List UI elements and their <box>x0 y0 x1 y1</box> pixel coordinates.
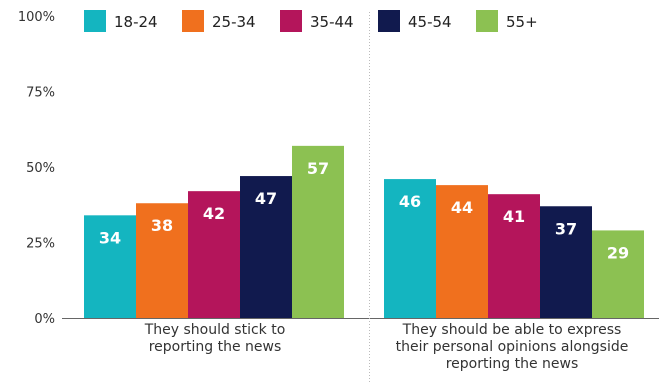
bar-value-label: 29 <box>607 243 629 262</box>
bar-value-label: 44 <box>451 198 473 217</box>
x-category-label-line: reporting the news <box>149 339 282 355</box>
x-category-label: They should be able to express their pers… <box>396 322 629 372</box>
legend-label: 55+ <box>506 13 538 31</box>
bar <box>540 206 592 318</box>
x-category-label-line: reporting the news <box>446 356 579 372</box>
y-axis: 0% 25% 50% 75% 100% <box>18 10 55 327</box>
legend-label: 45-54 <box>408 13 452 31</box>
bar-value-label: 47 <box>255 189 277 208</box>
legend-swatch <box>182 10 204 32</box>
y-tick-label: 0% <box>34 312 55 327</box>
y-tick-label: 75% <box>26 86 55 101</box>
y-tick-label: 50% <box>26 161 55 176</box>
bar <box>292 145 344 318</box>
bar-value-label: 41 <box>503 207 525 226</box>
x-category-label-line: They should stick to <box>144 322 286 338</box>
x-category-label-line: They should be able to express <box>402 322 622 338</box>
legend-label: 18-24 <box>114 13 158 31</box>
x-category-label-line: their personal opinions alongside <box>396 339 629 355</box>
x-category-label: They should stick to reporting the news <box>144 322 286 355</box>
bar <box>136 203 188 318</box>
bar-value-label: 57 <box>307 159 329 178</box>
bars: 34 38 42 47 57 46 44 41 37 29 <box>84 145 644 318</box>
legend-swatch <box>378 10 400 32</box>
legend-swatch <box>280 10 302 32</box>
bar <box>84 215 136 318</box>
bar <box>384 179 436 318</box>
bar <box>188 191 240 318</box>
x-axis: They should stick to reporting the newsTh… <box>62 12 659 382</box>
y-tick-label: 100% <box>18 10 55 25</box>
bar-value-label: 42 <box>203 204 225 223</box>
bar <box>592 230 644 318</box>
y-tick-label: 25% <box>26 237 55 252</box>
legend-label: 35-44 <box>310 13 354 31</box>
bar <box>436 185 488 318</box>
bar-value-label: 46 <box>399 192 421 211</box>
bar-value-label: 37 <box>555 219 577 238</box>
legend-swatch <box>476 10 498 32</box>
bar <box>488 194 540 318</box>
bar <box>240 176 292 318</box>
bar-value-label: 34 <box>99 228 121 247</box>
legend-label: 25-34 <box>212 13 256 31</box>
legend-swatch <box>84 10 106 32</box>
legend: 18-24 25-34 35-44 45-54 55+ <box>84 10 538 32</box>
bar-value-label: 38 <box>151 216 173 235</box>
